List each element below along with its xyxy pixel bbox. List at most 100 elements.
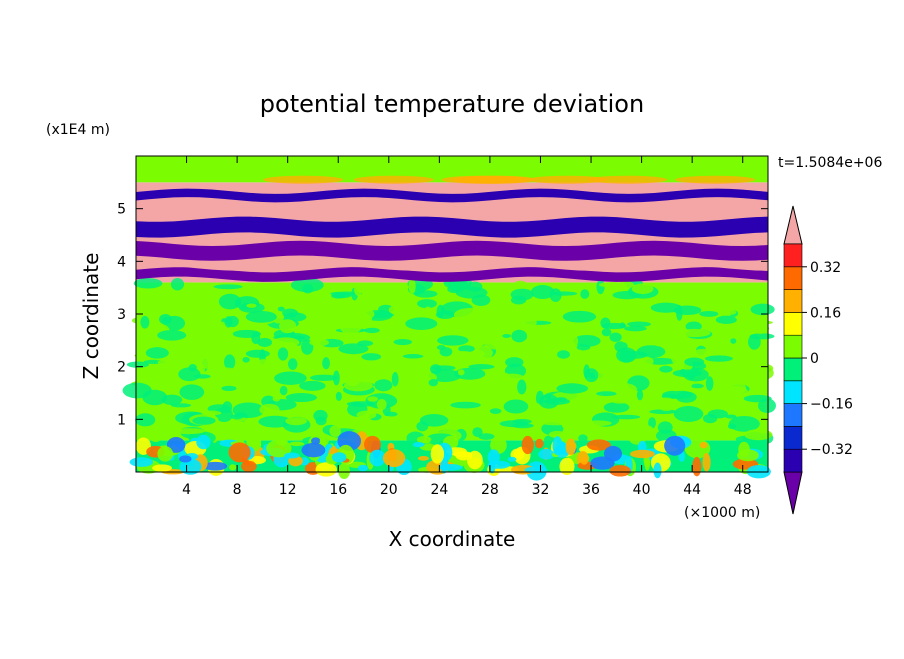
colorbar-box: [783, 448, 803, 473]
contour-patch: [552, 436, 563, 456]
contour-patch: [580, 456, 588, 465]
contour-patch: [722, 309, 737, 315]
contour-patch: [179, 458, 202, 475]
contour-patch: [450, 401, 481, 409]
contour-patch: [240, 460, 257, 473]
contour-patch: [557, 350, 570, 359]
contour-patch: [416, 421, 429, 432]
y-units-label: (x1E4 m): [46, 122, 110, 138]
contour-patch: [634, 356, 654, 367]
contour-patch: [648, 417, 656, 429]
contour-patch: [255, 359, 272, 371]
x-tick-label: 44: [683, 482, 701, 498]
contour-patch: [417, 299, 437, 309]
contour-patch: [251, 331, 261, 345]
contour-patch: [390, 383, 412, 399]
colorbar-box: [783, 426, 803, 450]
contour-patch: [172, 428, 206, 435]
contour-patch: [507, 456, 517, 462]
contour-patch: [510, 295, 527, 305]
x-tick-label: 32: [532, 482, 550, 498]
contour-patch: [205, 367, 240, 376]
contour-patch: [609, 332, 622, 342]
x-units-label: (×1000 m): [684, 505, 760, 521]
colorbar-label: −0.16: [810, 397, 853, 413]
contour-patch: [458, 345, 475, 353]
contour-patch: [673, 406, 704, 422]
x-tick-label: 16: [329, 482, 347, 498]
contour-patch: [565, 438, 576, 456]
contour-patch: [408, 278, 416, 294]
contour-patch: [684, 357, 705, 367]
x-tick-label: 4: [182, 482, 191, 498]
contour-patch: [357, 464, 369, 472]
contour-patch: [502, 333, 511, 338]
contour-patch: [284, 452, 300, 459]
contour-patch: [630, 449, 655, 459]
contour-patch: [224, 316, 233, 328]
contour-patch: [702, 413, 718, 424]
contour-patch: [313, 409, 328, 422]
contour-patch: [649, 409, 678, 415]
contour-patch: [521, 435, 534, 455]
x-tick-label: 48: [734, 482, 752, 498]
contour-patch: [678, 328, 711, 338]
contour-patch: [468, 364, 495, 370]
contour-patch: [685, 345, 692, 355]
contour-patch: [345, 421, 357, 427]
contour-patch: [279, 385, 288, 396]
contour-patch: [228, 442, 251, 463]
x-tick-label: 40: [633, 482, 651, 498]
contour-patch: [467, 281, 483, 292]
contour-patch: [266, 439, 292, 458]
contour-patch: [711, 366, 730, 372]
contour-patch: [527, 175, 608, 184]
contour-patch: [479, 326, 499, 339]
contour-patch: [478, 433, 495, 440]
contour-patch: [221, 385, 237, 392]
contour-patch: [708, 432, 742, 439]
contour-patch: [416, 436, 432, 444]
contour-patch: [140, 315, 150, 329]
contour-patch: [708, 325, 730, 331]
contour-patch: [414, 290, 438, 298]
contour-patch: [272, 396, 281, 402]
contour-patch: [530, 285, 555, 300]
contour-patch: [610, 396, 629, 404]
contour-patch: [232, 402, 265, 418]
y-tick-label: 5: [117, 202, 126, 218]
contour-patch: [424, 306, 432, 315]
colorbar-extend-high: [783, 205, 803, 245]
contour-patch: [711, 333, 722, 344]
colorbar-label: 0.16: [810, 305, 841, 321]
contour-patch: [437, 335, 469, 346]
contour-patch: [624, 325, 647, 332]
contour-patch: [271, 337, 300, 348]
contour-patch: [757, 398, 776, 413]
contour-patch: [699, 310, 719, 317]
contour-patch: [559, 457, 575, 476]
contour-patch: [361, 353, 382, 361]
contour-patch: [157, 294, 168, 299]
contour-patch: [514, 314, 537, 330]
contour-patch: [331, 452, 347, 463]
contour-patch: [453, 307, 487, 322]
contour-patch: [594, 352, 618, 362]
contour-patch: [234, 296, 260, 310]
contour-patch: [654, 338, 662, 347]
contour-patch: [339, 320, 362, 335]
contour-patch: [402, 354, 424, 359]
contour-patch: [166, 436, 186, 453]
contour-patch: [290, 277, 324, 293]
x-tick-label: 8: [233, 482, 242, 498]
contour-patch: [657, 421, 673, 434]
colorbar-label: 0: [810, 351, 819, 367]
contour-patch: [550, 291, 578, 296]
contour-patch: [587, 175, 668, 184]
contour-patch: [484, 340, 515, 350]
contour-patch: [393, 339, 413, 346]
contour-patch: [631, 283, 654, 295]
contour-patch: [388, 417, 413, 427]
contour-patch: [285, 393, 318, 403]
contour-patch: [285, 417, 307, 426]
